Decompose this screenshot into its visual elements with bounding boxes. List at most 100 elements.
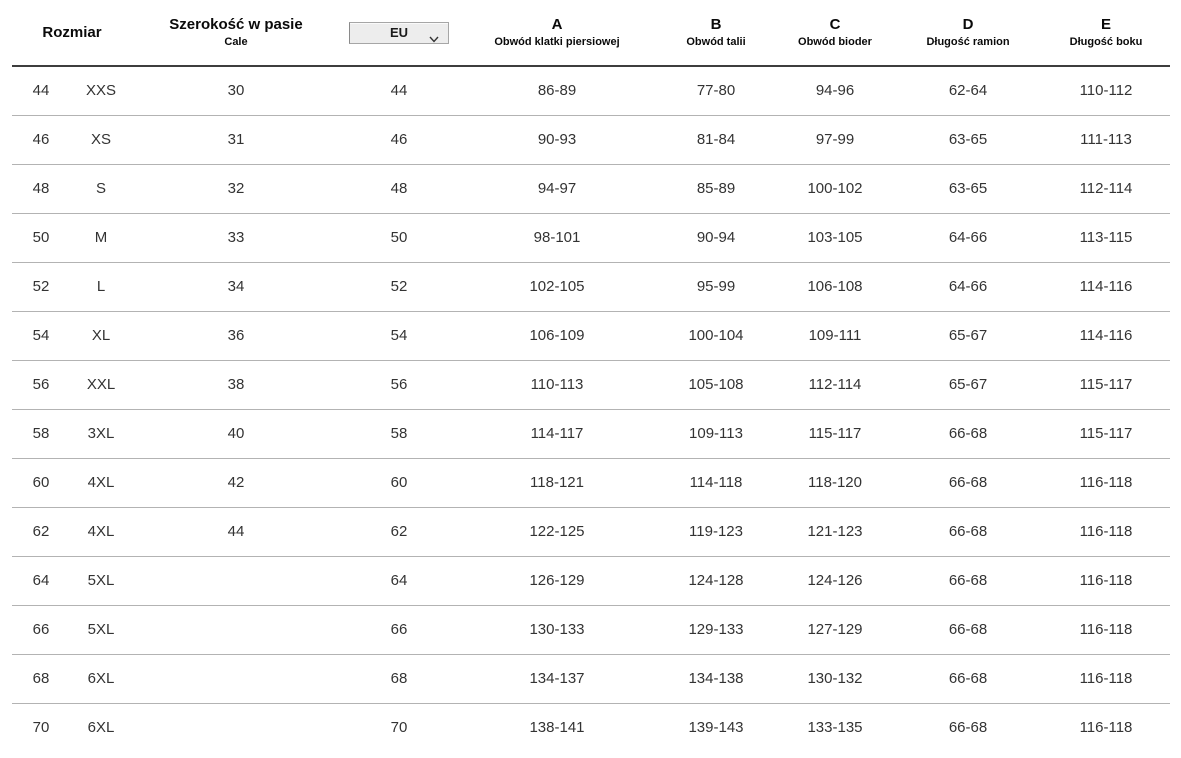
cell-e: 112-114 bbox=[1079, 180, 1133, 197]
cell-inches: 30 bbox=[227, 82, 245, 100]
table-row: 54 XL 36 54 106-109 100-104 109-111 65-67 114-11… bbox=[12, 311, 1170, 360]
table-row: 46 XS 31 46 90-93 81-84 97-99 63-65 111-113 bbox=[12, 115, 1170, 164]
table-row: 58 3XL 40 58 114-117 109-113 115-117 66-68 115-1… bbox=[12, 409, 1170, 458]
cell-a: 114-117 bbox=[530, 425, 584, 442]
chevron-down-icon bbox=[429, 31, 439, 46]
cell-inches: 32 bbox=[227, 180, 245, 197]
cell-b: 134-138 bbox=[688, 670, 744, 687]
column-letter: A bbox=[551, 16, 563, 33]
cell-inches bbox=[132, 556, 340, 605]
cell-inches bbox=[132, 654, 340, 703]
cell-eu: 70 bbox=[390, 719, 408, 737]
table-row: 52 L 34 52 102-105 95-99 106-108 64-66 114-116 bbox=[12, 262, 1170, 311]
cell-b: 114-118 bbox=[689, 474, 743, 491]
cell-d: 64-66 bbox=[948, 278, 988, 295]
cell-b: 139-143 bbox=[688, 719, 744, 737]
cell-e: 111-113 bbox=[1080, 131, 1132, 148]
cell-size: 46 bbox=[32, 131, 50, 148]
cell-size: 58 bbox=[32, 425, 50, 442]
cell-a: 134-137 bbox=[529, 670, 585, 687]
cell-d: 66-68 bbox=[948, 670, 988, 687]
table-row: 66 5XL 66 130-133 129-133 127-129 66-68 116-118 bbox=[12, 605, 1170, 654]
cell-b: 77-80 bbox=[696, 82, 736, 100]
table-row: 70 6XL 70 138-141 139-143 133-135 66-68 116-118 bbox=[12, 703, 1170, 752]
column-header-e: E Długość boku bbox=[1042, 0, 1170, 66]
cell-a: 90-93 bbox=[537, 131, 577, 148]
header-row: Rozmiar Szerokość w pasie Cale EU A Obwó… bbox=[12, 0, 1170, 66]
cell-a: 122-125 bbox=[529, 523, 585, 540]
cell-label: 4XL bbox=[87, 523, 115, 540]
cell-label: XL bbox=[91, 327, 111, 344]
column-header-width: Szerokość w pasie Cale bbox=[132, 0, 340, 66]
cell-inches: 34 bbox=[227, 278, 245, 295]
column-desc: Długość ramion bbox=[926, 36, 1010, 48]
cell-label: XXS bbox=[85, 82, 116, 100]
cell-a: 110-113 bbox=[530, 376, 584, 393]
cell-b: 119-123 bbox=[689, 523, 743, 540]
cell-c: 94-96 bbox=[815, 82, 855, 100]
cell-d: 66-68 bbox=[948, 621, 988, 638]
cell-c: 109-111 bbox=[808, 327, 862, 344]
cell-d: 63-65 bbox=[948, 180, 988, 197]
cell-size: 44 bbox=[32, 82, 50, 100]
width-sublabel: Cale bbox=[224, 36, 248, 48]
cell-eu: 52 bbox=[390, 278, 408, 295]
cell-d: 65-67 bbox=[948, 327, 988, 344]
cell-a: 130-133 bbox=[529, 621, 585, 638]
cell-size: 70 bbox=[32, 719, 50, 737]
cell-inches: 44 bbox=[227, 523, 245, 540]
cell-inches: 40 bbox=[227, 425, 245, 442]
table-row: 62 4XL 44 62 122-125 119-123 121-123 66-68 116-1… bbox=[12, 507, 1170, 556]
cell-inches: 33 bbox=[227, 229, 245, 246]
cell-e: 116-118 bbox=[1079, 474, 1133, 491]
column-header-rozmiar: Rozmiar bbox=[12, 0, 132, 66]
cell-b: 100-104 bbox=[688, 327, 744, 344]
cell-a: 98-101 bbox=[533, 229, 581, 246]
cell-inches: 31 bbox=[227, 131, 245, 148]
cell-inches: 42 bbox=[227, 474, 245, 491]
cell-label: XXL bbox=[86, 376, 116, 393]
cell-size: 66 bbox=[32, 621, 50, 638]
rozmiar-label: Rozmiar bbox=[42, 23, 102, 41]
table-row: 50 M 33 50 98-101 90-94 103-105 64-66 113-115 bbox=[12, 213, 1170, 262]
table-row: 48 S 32 48 94-97 85-89 100-102 63-65 112-114 bbox=[12, 164, 1170, 213]
column-letter: B bbox=[710, 16, 722, 33]
cell-d: 66-68 bbox=[948, 425, 988, 442]
cell-eu: 54 bbox=[390, 327, 408, 344]
cell-c: 106-108 bbox=[807, 278, 863, 295]
cell-label: 4XL bbox=[87, 474, 115, 491]
cell-e: 114-116 bbox=[1079, 278, 1133, 295]
cell-eu: 50 bbox=[390, 229, 408, 246]
cell-e: 116-118 bbox=[1079, 719, 1133, 737]
cell-eu: 48 bbox=[390, 180, 408, 197]
cell-b: 81-84 bbox=[696, 131, 736, 148]
column-header-b: B Obwód talii bbox=[656, 0, 776, 66]
cell-label: 3XL bbox=[87, 425, 115, 442]
cell-c: 97-99 bbox=[815, 131, 855, 148]
cell-label: L bbox=[96, 278, 106, 295]
cell-size: 60 bbox=[32, 474, 50, 491]
table-row: 60 4XL 42 60 118-121 114-118 118-120 66-68 116-1… bbox=[12, 458, 1170, 507]
column-letter: D bbox=[962, 16, 974, 33]
cell-label: 5XL bbox=[87, 621, 115, 638]
cell-size: 54 bbox=[32, 327, 50, 344]
cell-c: 127-129 bbox=[807, 621, 863, 638]
table-row: 64 5XL 64 126-129 124-128 124-126 66-68 116-118 bbox=[12, 556, 1170, 605]
cell-e: 115-117 bbox=[1079, 376, 1133, 393]
cell-c: 115-117 bbox=[808, 425, 862, 442]
cell-e: 114-116 bbox=[1079, 327, 1133, 344]
cell-eu: 56 bbox=[390, 376, 408, 393]
cell-d: 66-68 bbox=[948, 572, 988, 589]
cell-c: 121-123 bbox=[807, 523, 863, 540]
cell-a: 102-105 bbox=[529, 278, 585, 295]
cell-eu: 60 bbox=[390, 474, 408, 491]
cell-size: 52 bbox=[32, 278, 50, 295]
column-letter: C bbox=[829, 16, 841, 33]
cell-label: M bbox=[94, 229, 108, 246]
column-desc: Obwód bioder bbox=[798, 36, 872, 48]
unit-select[interactable]: EU bbox=[349, 21, 449, 46]
cell-a: 118-121 bbox=[530, 474, 584, 491]
column-header-a: A Obwód klatki piersiowej bbox=[458, 0, 656, 66]
cell-d: 64-66 bbox=[948, 229, 988, 246]
cell-label: S bbox=[95, 180, 106, 197]
